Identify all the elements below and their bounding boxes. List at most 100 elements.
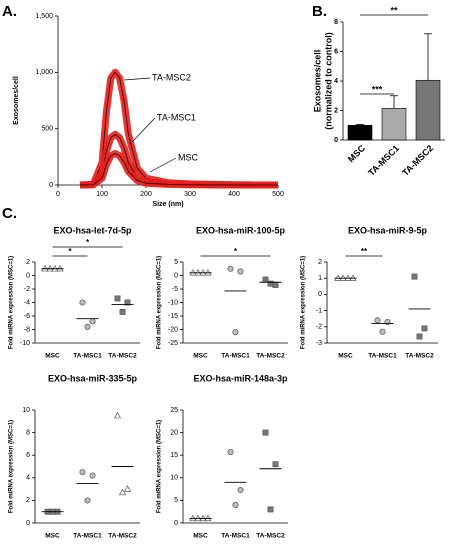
y-tick-label: 0 bbox=[49, 182, 53, 189]
y-tick-label: -2 bbox=[24, 286, 30, 293]
data-point bbox=[84, 497, 91, 504]
y-tick-label: 5 bbox=[174, 259, 178, 266]
x-tick-label: TA-MSC2 bbox=[405, 353, 434, 360]
data-point bbox=[262, 429, 269, 436]
panel-label: C. bbox=[2, 205, 17, 222]
significance-label: *** bbox=[372, 84, 383, 94]
data-point bbox=[374, 317, 381, 324]
y-tick-label: -3 bbox=[316, 340, 322, 347]
y-tick-label: 1,500 bbox=[35, 13, 53, 20]
y-tick-label: -2 bbox=[316, 324, 322, 331]
y-axis-label: Fold miRNA expression (MSC=1) bbox=[9, 420, 15, 513]
bar bbox=[381, 107, 407, 141]
y-tick-label: 2 bbox=[26, 259, 30, 266]
y-tick-label: 6 bbox=[26, 452, 30, 459]
y-tick-label: 2 bbox=[26, 497, 30, 504]
series-label: TA-MSC2 bbox=[152, 72, 191, 82]
x-tick-label: 200 bbox=[140, 191, 152, 198]
data-point bbox=[113, 411, 122, 419]
y-tick-label: 20 bbox=[170, 429, 178, 436]
chart-title: EXO-hsa-miR-335-5p bbox=[48, 373, 138, 383]
y-tick-label: 6 bbox=[334, 48, 338, 55]
data-point bbox=[124, 299, 131, 306]
y-tick-label: -15 bbox=[168, 313, 178, 320]
data-point bbox=[272, 282, 279, 288]
series-label: MSC bbox=[178, 152, 199, 162]
data-point bbox=[123, 485, 132, 492]
y-tick-label: -1 bbox=[316, 307, 322, 314]
x-tick-label: TA-MSC1 bbox=[368, 353, 397, 360]
x-tick-label: 400 bbox=[228, 191, 240, 198]
y-tick-label: 0 bbox=[26, 520, 30, 527]
y-tick-label: 0 bbox=[318, 291, 322, 298]
data-point bbox=[232, 501, 239, 508]
significance-label: * bbox=[234, 247, 238, 256]
y-axis-label: Fold miRNA expression (MSC=1) bbox=[9, 256, 15, 349]
data-point bbox=[421, 325, 428, 332]
x-tick-label: 0 bbox=[56, 191, 60, 198]
label-pointer bbox=[131, 117, 156, 143]
y-tick-label: 0 bbox=[26, 272, 30, 279]
y-axis-label: Fold miRNA expression (MSC=1) bbox=[157, 420, 163, 513]
y-tick-label: 8 bbox=[26, 429, 30, 436]
chart-title: EXO-hsa-miR-9-5p bbox=[348, 225, 428, 235]
y-tick-label: -10 bbox=[168, 299, 178, 306]
significance-label: ** bbox=[361, 247, 368, 256]
y-axis-label: Fold miRNA expression (MSC=1) bbox=[301, 256, 307, 349]
y-tick-label: 15 bbox=[170, 452, 178, 459]
y-tick-label: 0 bbox=[174, 520, 178, 527]
data-point bbox=[416, 333, 423, 340]
label-pointer bbox=[149, 157, 177, 173]
x-tick-label: MSC bbox=[45, 533, 60, 540]
data-point bbox=[237, 268, 244, 275]
y-tick-label: 4 bbox=[334, 78, 338, 85]
x-tick-label: TA-MSC1 bbox=[366, 143, 401, 178]
y-tick-label: 0 bbox=[334, 137, 338, 144]
panel-label: B. bbox=[312, 3, 327, 20]
data-point bbox=[89, 318, 96, 325]
y-tick-label: -8 bbox=[24, 326, 30, 333]
significance-label: * bbox=[86, 238, 90, 247]
data-point bbox=[79, 299, 86, 306]
y-tick-label: -5 bbox=[172, 286, 178, 293]
x-tick-label: TA-MSC2 bbox=[256, 533, 285, 540]
y-axis-label: (normalized to control) bbox=[323, 32, 333, 130]
data-point bbox=[89, 472, 96, 479]
data-point bbox=[267, 280, 274, 287]
x-tick-label: TA-MSC2 bbox=[400, 143, 435, 178]
x-tick-label: MSC bbox=[346, 143, 368, 165]
data-point bbox=[119, 309, 126, 315]
y-tick-label: -25 bbox=[168, 340, 178, 347]
series-line bbox=[79, 71, 278, 186]
x-tick-label: MSC bbox=[193, 533, 208, 540]
panel-label: A. bbox=[2, 3, 17, 20]
series-line bbox=[79, 152, 278, 186]
x-tick-label: MSC bbox=[45, 353, 60, 360]
y-tick-label: 2 bbox=[318, 259, 322, 266]
x-tick-label: TA-MSC1 bbox=[221, 353, 250, 360]
data-point bbox=[79, 469, 86, 476]
data-point bbox=[411, 273, 418, 280]
chart-title: EXO-hsa-miR-100-5p bbox=[196, 225, 286, 235]
x-tick-label: TA-MSC1 bbox=[73, 533, 102, 540]
x-tick-label: TA-MSC1 bbox=[73, 353, 102, 360]
data-point bbox=[237, 486, 244, 494]
data-point bbox=[379, 328, 386, 335]
label-pointer bbox=[123, 77, 151, 81]
significance-label: ** bbox=[390, 5, 398, 15]
x-axis-label: Size (nm) bbox=[152, 201, 183, 208]
y-tick-label: 10 bbox=[170, 475, 178, 482]
data-point bbox=[267, 506, 274, 513]
data-point bbox=[262, 276, 269, 283]
data-point bbox=[114, 295, 121, 302]
data-point bbox=[84, 323, 91, 330]
x-tick-label: TA-MSC2 bbox=[256, 353, 285, 360]
y-tick-label: -4 bbox=[24, 299, 30, 306]
bar bbox=[347, 124, 373, 141]
y-tick-label: 1 bbox=[318, 275, 322, 282]
y-tick-label: 4 bbox=[26, 475, 30, 482]
data-point bbox=[227, 265, 234, 272]
y-tick-label: 8 bbox=[334, 19, 338, 26]
x-tick-label: 300 bbox=[184, 191, 196, 198]
data-point bbox=[118, 488, 127, 496]
